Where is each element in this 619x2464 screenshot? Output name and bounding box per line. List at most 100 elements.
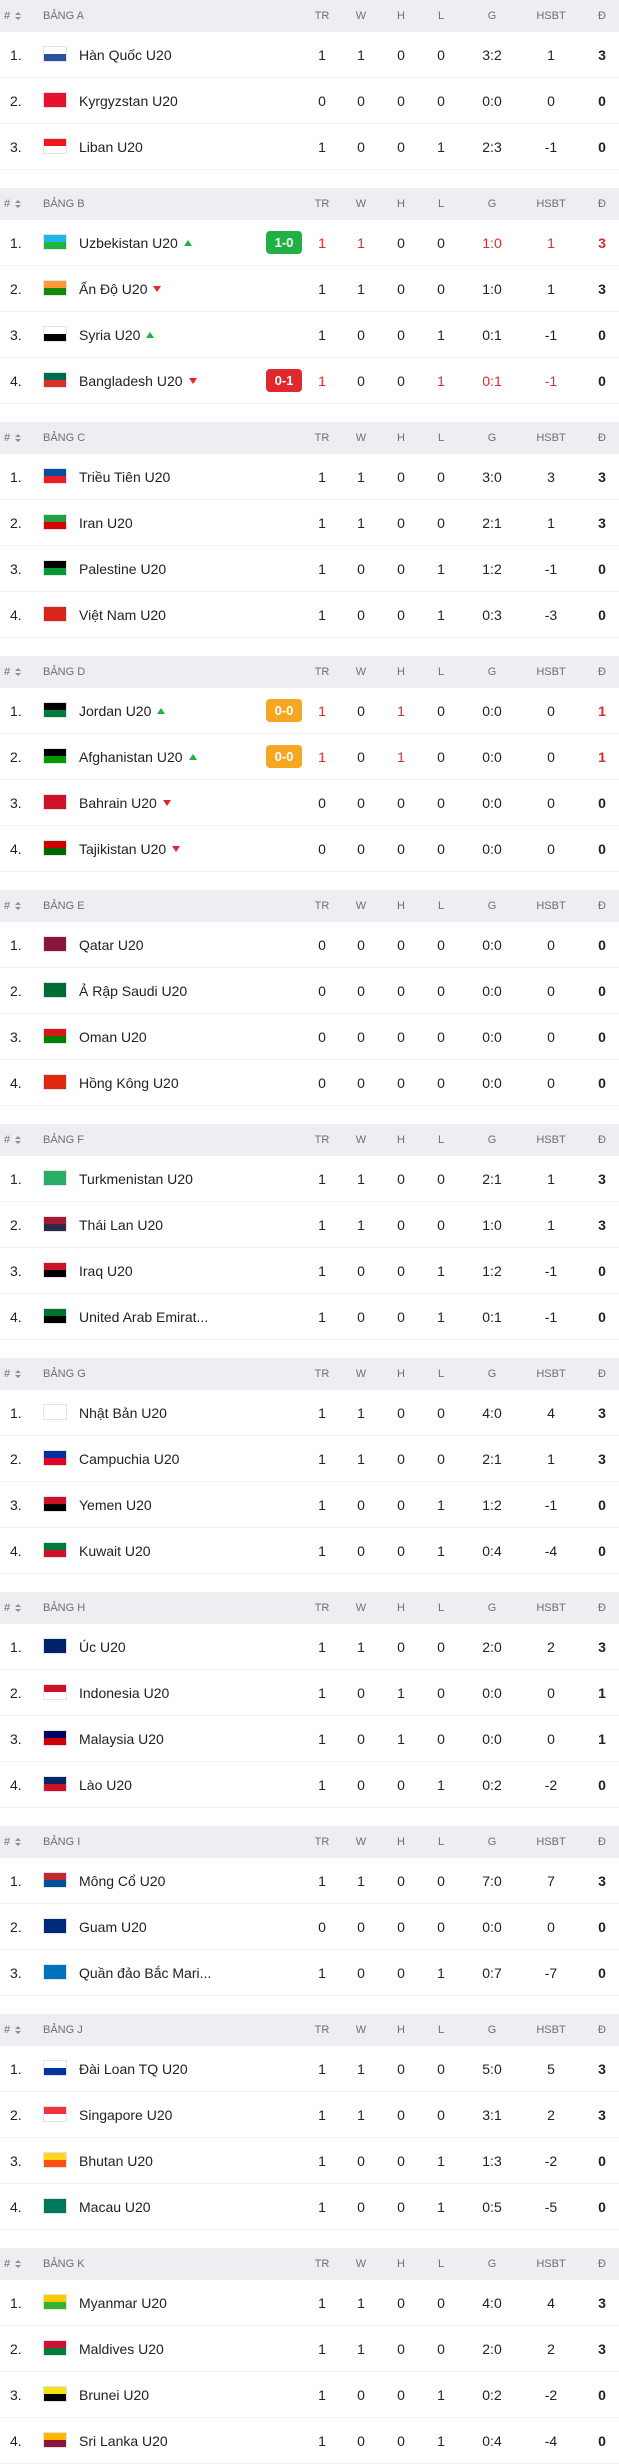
stat: 0	[598, 606, 606, 623]
stat: 0	[357, 606, 365, 623]
team-name: Maldives U20	[79, 2340, 164, 2357]
stat: 0	[598, 560, 606, 577]
team-row: 3. Liban U20 1 0 0 1 2:3 -1 0	[0, 124, 619, 170]
rank: 2.	[10, 982, 22, 999]
sort-glyph	[15, 668, 21, 676]
stat: 7	[547, 1872, 555, 1889]
stat: 1	[318, 1872, 326, 1889]
team-cell: Nhật Bản U20	[79, 1390, 167, 1435]
team-row: 4. Việt Nam U20 1 0 0 1 0:3 -3 0	[0, 592, 619, 638]
stat: 0	[547, 748, 555, 765]
team-cell: Macau U20	[79, 2184, 151, 2229]
hash: #	[4, 1134, 11, 1146]
stat: 1	[318, 2198, 326, 2215]
column-header: HSBT	[536, 1134, 566, 1146]
column-header: H	[397, 666, 405, 678]
stat: 1	[318, 1638, 326, 1655]
rank: 3.	[10, 1496, 22, 1513]
sort-glyph	[15, 1838, 21, 1846]
stat: 3:2	[482, 46, 502, 63]
sort-icon	[14, 422, 22, 454]
stat: 3	[598, 514, 606, 531]
rank: 4.	[10, 2432, 22, 2449]
rank: 3.	[10, 794, 22, 811]
stat: -2	[544, 2386, 558, 2403]
stat: 0	[598, 2198, 606, 2215]
trend-arrow	[188, 377, 197, 384]
rank: 3.	[10, 560, 22, 577]
column-header: H	[397, 1602, 405, 1614]
team-cell: Việt Nam U20	[79, 592, 166, 637]
team-name: Quần đảo Bắc Mari...	[79, 1964, 212, 1981]
column-header: L	[437, 1602, 445, 1614]
stat: 0	[397, 92, 405, 109]
rank: 3.	[10, 1730, 22, 1747]
column-header: H	[397, 2024, 405, 2036]
team-name: Yemen U20	[79, 1496, 152, 1513]
stat: 1	[318, 606, 326, 623]
stat: 0	[397, 794, 405, 811]
stat: 2	[547, 2106, 555, 2123]
stat: 0	[397, 2198, 405, 2215]
rank: 1.	[10, 2294, 22, 2311]
sort-glyph	[15, 1604, 21, 1612]
column-header: L	[437, 1368, 445, 1380]
rank: 2.	[10, 514, 22, 531]
stat: 0	[397, 982, 405, 999]
team-name: Brunei U20	[79, 2386, 150, 2403]
stat: 3	[598, 1216, 606, 1233]
column-header: W	[355, 10, 367, 22]
team-row: 2. Iran U20 1 1 0 0 2:1 1 3	[0, 500, 619, 546]
stat: 0	[598, 982, 606, 999]
flag	[43, 1684, 67, 1700]
team-name: Triều Tiên U20	[79, 468, 171, 485]
rank: 3.	[10, 1964, 22, 1981]
group: # BẢNG D TR W H L G HSBT Đ 1. Jordan U20 0-0 1 0 1 0 0:0…	[0, 656, 619, 872]
team-name: Thái Lan U20	[79, 1216, 164, 1233]
stat: 3	[598, 2106, 606, 2123]
stat: 1	[318, 234, 326, 251]
column-header: HSBT	[536, 2024, 566, 2036]
group-name: BẢNG E	[43, 900, 85, 912]
stat: 0	[397, 372, 405, 389]
stat: 0	[437, 514, 445, 531]
stat: 1	[318, 326, 326, 343]
sort-glyph	[15, 12, 21, 20]
stat: 1	[318, 1216, 326, 1233]
stat: 1	[437, 2432, 445, 2449]
stat: 0	[437, 1730, 445, 1747]
stat: 0	[357, 138, 365, 155]
stat: 1	[318, 560, 326, 577]
stat: 0	[397, 1450, 405, 1467]
team-cell: Liban U20	[79, 124, 143, 169]
stat: 2:1	[482, 1170, 502, 1187]
stat: 0	[547, 1918, 555, 1935]
stat: 1	[437, 2152, 445, 2169]
stat: 0	[598, 1262, 606, 1279]
rank: 4.	[10, 1542, 22, 1559]
stat: 0	[437, 468, 445, 485]
team-name: Liban U20	[79, 138, 143, 155]
rank: 4.	[10, 372, 22, 389]
stat: 0	[598, 326, 606, 343]
group-header: # BẢNG C TR W H L G HSBT Đ	[0, 422, 619, 454]
group: # BẢNG K TR W H L G HSBT Đ 1. Myanmar U20 1 1 0 0 4:0 4 3…	[0, 2248, 619, 2464]
rank: 1.	[10, 1872, 22, 1889]
team-name: Ả Rập Saudi U20	[79, 982, 188, 999]
hash: #	[4, 666, 11, 678]
group-name: BẢNG B	[43, 198, 85, 210]
flag	[43, 840, 67, 856]
team-name: Hồng Kông U20	[79, 1074, 179, 1091]
stat: 0	[318, 794, 326, 811]
stat: 0	[397, 1638, 405, 1655]
group-name: BẢNG F	[43, 1134, 84, 1146]
column-header: L	[437, 198, 445, 210]
stat: 0	[598, 372, 606, 389]
team-cell: Quần đảo Bắc Mari...	[79, 1950, 211, 1995]
flag	[43, 1964, 67, 1980]
stat: 1	[437, 326, 445, 343]
team-row: 3. Bhutan U20 1 0 0 1 1:3 -2 0	[0, 2138, 619, 2184]
column-header: Đ	[598, 1368, 606, 1380]
stat: 1	[318, 514, 326, 531]
